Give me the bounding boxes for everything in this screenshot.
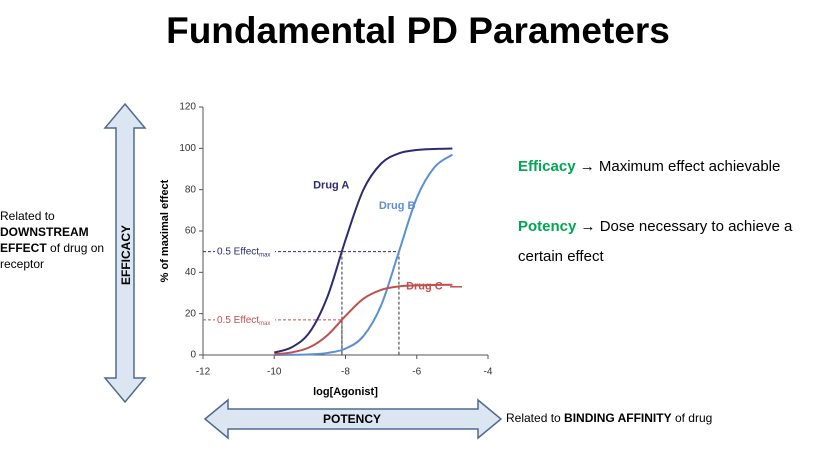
reference-label-text: 0.5 Effect [217,315,259,326]
left-note: Related to DOWNSTREAM EFFECT of drug on … [0,208,120,272]
potency-arrow [203,398,503,440]
note-bold: DOWNSTREAM EFFECT [0,225,89,255]
y-tick-label: 100 [179,143,196,154]
note-text: Related to [506,411,561,425]
term: Potency [518,218,577,235]
term: Efficacy [518,158,576,175]
y-tick-label: 40 [185,267,197,278]
reference-label-sub: max [259,252,270,258]
x-tick-label: -4 [484,367,493,378]
reference-label: 0.5 Effectmax [217,315,270,327]
note-text: of drug on receptor [0,241,105,271]
x-axis-title: log[Agonist] [313,386,378,398]
y-axis-title: % of maximal effect [159,179,171,282]
efficacy-arrow [103,102,147,404]
definition: Efficacy → Maximum effect achievable [518,152,836,182]
definition-text: → Maximum effect achievable [579,158,781,175]
y-tick-label: 80 [185,184,197,195]
x-tick-label: -6 [412,367,421,378]
reference-label: 0.5 Effectmax [217,246,270,258]
y-tick-label: 0 [190,350,196,361]
reference-label-sub: max [259,320,270,326]
definition-text: → Dose necessary to achieve a certain ef… [518,218,793,265]
series-line [273,147,453,354]
reference-label-text: 0.5 Effect [217,246,259,257]
series-line [274,283,453,356]
series-label: Drug A [313,179,349,191]
definitions: Efficacy → Maximum effect achievable Pot… [518,152,836,302]
series-label: Drug B [379,200,416,212]
x-tick-label: -12 [196,367,211,378]
definition: Potency → Dose necessary to achieve a ce… [518,212,836,272]
y-tick-label: 120 [179,102,196,113]
label-background [215,312,275,327]
efficacy-label: EFFICACY [119,225,133,285]
slide-title: Fundamental PD Parameters [166,10,670,51]
potency-label: POTENCY [323,412,381,426]
series-label: Drug C [406,281,443,293]
note-text: Related to [0,209,55,223]
y-tick-label: 20 [185,308,197,319]
x-tick-label: -8 [341,367,350,378]
potency-note: Related to BINDING AFFINITY of drug [506,411,712,425]
note-bold: BINDING AFFINITY [564,411,672,425]
series-line [274,153,453,356]
label-background [215,244,275,259]
chart-background [160,95,515,410]
x-tick-label: -10 [267,367,282,378]
y-tick-label: 60 [185,226,197,237]
note-text: of drug [674,411,713,425]
